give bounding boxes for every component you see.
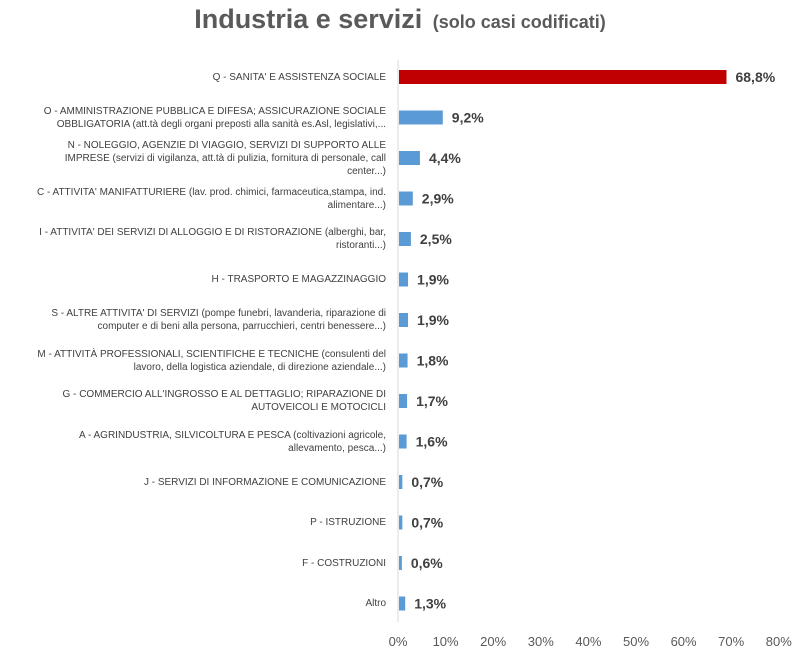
category-label-3: C - ATTIVITA' MANIFATTURIERE (lav. prod.… (36, 186, 386, 211)
x-tick-label-7: 70% (718, 634, 744, 649)
category-label-13: Altro (365, 598, 386, 609)
category-label-9: A - AGRINDUSTRIA, SILVICOLTURA E PESCA (… (79, 429, 386, 454)
bar-10 (399, 475, 403, 489)
bar-4 (399, 232, 411, 246)
data-label-10: 0,7% (411, 474, 443, 490)
data-label-13: 1,3% (414, 596, 446, 612)
chart-title: Industria e servizi (194, 4, 423, 34)
bar-6 (399, 313, 409, 327)
chart-subtitle: (solo casi codificati) (432, 12, 606, 32)
data-label-2: 4,4% (429, 150, 461, 166)
x-tick-label-2: 20% (480, 634, 506, 649)
data-label-0: 68,8% (735, 69, 775, 85)
data-label-9: 1,6% (416, 434, 448, 450)
category-label-10: J - SERVIZI DI INFORMAZIONE E COMUNICAZI… (143, 476, 386, 488)
data-label-3: 2,9% (422, 191, 454, 207)
data-label-8: 1,7% (416, 393, 448, 409)
x-tick-label-6: 60% (671, 634, 697, 649)
data-label-4: 2,5% (420, 231, 452, 247)
category-label-8: G - COMMERCIO ALL'INGROSSO E AL DETTAGLI… (62, 389, 386, 413)
x-tick-label-5: 50% (623, 634, 649, 649)
bar-5 (399, 272, 409, 287)
x-tick-label-1: 10% (433, 634, 459, 649)
category-label-6: S - ALTRE ATTIVITA' DI SERVIZI (pompe fu… (51, 308, 386, 332)
data-label-5: 1,9% (417, 272, 449, 288)
data-label-12: 0,6% (411, 555, 443, 571)
category-label-1: O - AMMINISTRAZIONE PUBBLICA E DIFESA; A… (43, 105, 386, 130)
category-label-2: N - NOLEGGIO, AGENZIE DI VIAGGIO, SERVIZ… (64, 139, 386, 177)
x-tick-label-3: 30% (528, 634, 554, 649)
data-label-11: 0,7% (411, 515, 443, 531)
bar-7 (399, 353, 408, 368)
bar-1 (399, 110, 443, 125)
data-label-6: 1,9% (417, 312, 449, 328)
category-label-11: P - ISTRUZIONE (310, 517, 386, 528)
data-label-1: 9,2% (452, 110, 484, 126)
data-label-7: 1,8% (417, 353, 449, 369)
category-label-5: H - TRASPORTO E MAGAZZINAGGIO (211, 274, 386, 285)
bar-3 (399, 191, 413, 206)
bar-0 (399, 70, 727, 84)
x-tick-label-0: 0% (389, 634, 408, 649)
x-tick-label-8: 80% (766, 634, 792, 649)
x-tick-label-4: 40% (575, 634, 601, 649)
bar-8 (399, 394, 408, 408)
bar-12 (399, 556, 402, 570)
category-label-12: F - COSTRUZIONI (302, 557, 386, 569)
category-label-7: M - ATTIVITÀ PROFESSIONALI, SCIENTIFICHE… (37, 348, 386, 373)
category-label-0: Q - SANITA' E ASSISTENZA SOCIALE (212, 71, 386, 83)
bar-11 (399, 515, 403, 530)
bar-2 (399, 151, 420, 165)
category-label-4: I - ATTIVITA' DEI SERVIZI DI ALLOGGIO E … (39, 227, 386, 251)
chart-title-block: Industria e servizi (solo casi codificat… (0, 4, 800, 35)
bar-13 (399, 596, 406, 611)
bar-9 (399, 434, 407, 449)
